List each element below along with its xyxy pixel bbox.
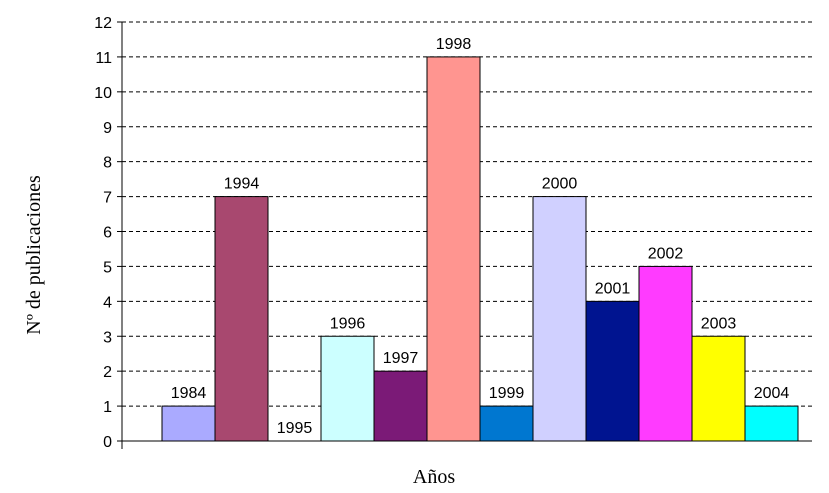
y-tick-label: 2	[103, 364, 112, 381]
bar-1998	[426, 56, 481, 442]
bar-2004	[744, 405, 799, 442]
data-label-1994: 1994	[224, 176, 260, 193]
y-tick-label: 7	[103, 190, 112, 207]
data-label-2001: 2001	[595, 280, 631, 297]
y-tick-label: 11	[95, 50, 112, 67]
data-label-1996: 1996	[330, 315, 366, 332]
data-label-1998: 1998	[436, 36, 472, 53]
bar-1999	[479, 405, 534, 442]
y-tick-label: 5	[103, 259, 112, 276]
y-tick-label: 6	[103, 225, 112, 242]
data-label-1984: 1984	[171, 385, 207, 402]
bar-1996	[320, 335, 375, 442]
bar-2003	[691, 335, 746, 442]
bars	[161, 56, 799, 442]
data-label-1997: 1997	[383, 350, 419, 367]
bar-1997	[373, 370, 428, 442]
y-tick-label: 9	[103, 120, 112, 137]
x-axis-title: Años	[413, 466, 455, 488]
y-axis-title: Nº de publicaciones	[23, 175, 45, 335]
bar-2001	[585, 300, 640, 442]
y-tick-label: 12	[94, 15, 112, 32]
data-label-2000: 2000	[542, 176, 578, 193]
y-tick-label: 4	[103, 294, 112, 311]
data-label-1995: 1995	[277, 420, 313, 437]
y-tick-label: 10	[94, 85, 112, 102]
bar-1984	[161, 405, 216, 442]
data-label-2004: 2004	[754, 385, 790, 402]
bar-2002	[638, 265, 693, 442]
bar-1994	[214, 196, 269, 442]
y-tick-label: 1	[103, 399, 112, 416]
data-labels: 1984 1994 1995 1996 1997 1998 1999 2000 2001 2002…	[171, 36, 790, 437]
y-tick-label: 3	[103, 329, 112, 346]
data-label-1999: 1999	[489, 385, 525, 402]
bar-2000	[532, 196, 587, 442]
data-label-2002: 2002	[648, 245, 684, 262]
data-label-2003: 2003	[701, 315, 737, 332]
y-tick-label: 8	[103, 155, 112, 172]
y-tick-label: 0	[103, 434, 112, 451]
